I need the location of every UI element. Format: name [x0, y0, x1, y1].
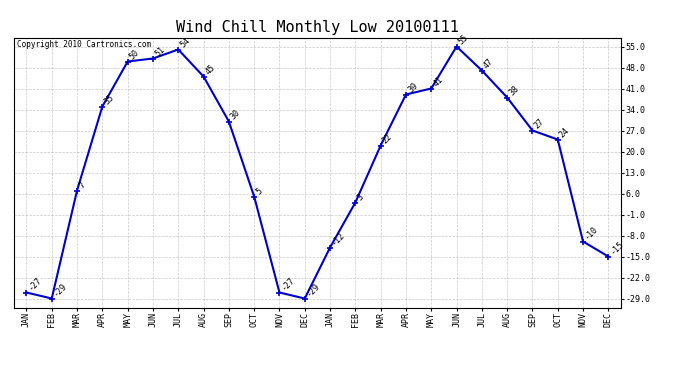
- Title: Wind Chill Monthly Low 20100111: Wind Chill Monthly Low 20100111: [176, 20, 459, 35]
- Text: -27: -27: [279, 276, 297, 292]
- Text: 24: 24: [558, 126, 571, 140]
- Text: 5: 5: [254, 187, 264, 196]
- Text: 41: 41: [431, 75, 444, 88]
- Text: -10: -10: [583, 225, 600, 242]
- Text: 7: 7: [77, 181, 87, 190]
- Text: 51: 51: [153, 45, 166, 58]
- Text: 55: 55: [457, 33, 470, 46]
- Text: 45: 45: [204, 63, 217, 76]
- Text: -29: -29: [305, 282, 322, 298]
- Text: Copyright 2010 Cartronics.com: Copyright 2010 Cartronics.com: [17, 40, 151, 49]
- Text: 35: 35: [102, 93, 116, 106]
- Text: 38: 38: [507, 84, 520, 98]
- Text: 50: 50: [128, 48, 141, 62]
- Text: -29: -29: [52, 282, 69, 298]
- Text: -15: -15: [609, 240, 625, 256]
- Text: 3: 3: [355, 193, 365, 202]
- Text: -27: -27: [26, 276, 43, 292]
- Text: 30: 30: [229, 108, 242, 122]
- Text: 39: 39: [406, 81, 420, 94]
- Text: -12: -12: [330, 231, 347, 248]
- Text: 54: 54: [178, 36, 192, 50]
- Text: 47: 47: [482, 57, 495, 70]
- Text: 27: 27: [533, 117, 546, 130]
- Text: 22: 22: [381, 132, 394, 146]
